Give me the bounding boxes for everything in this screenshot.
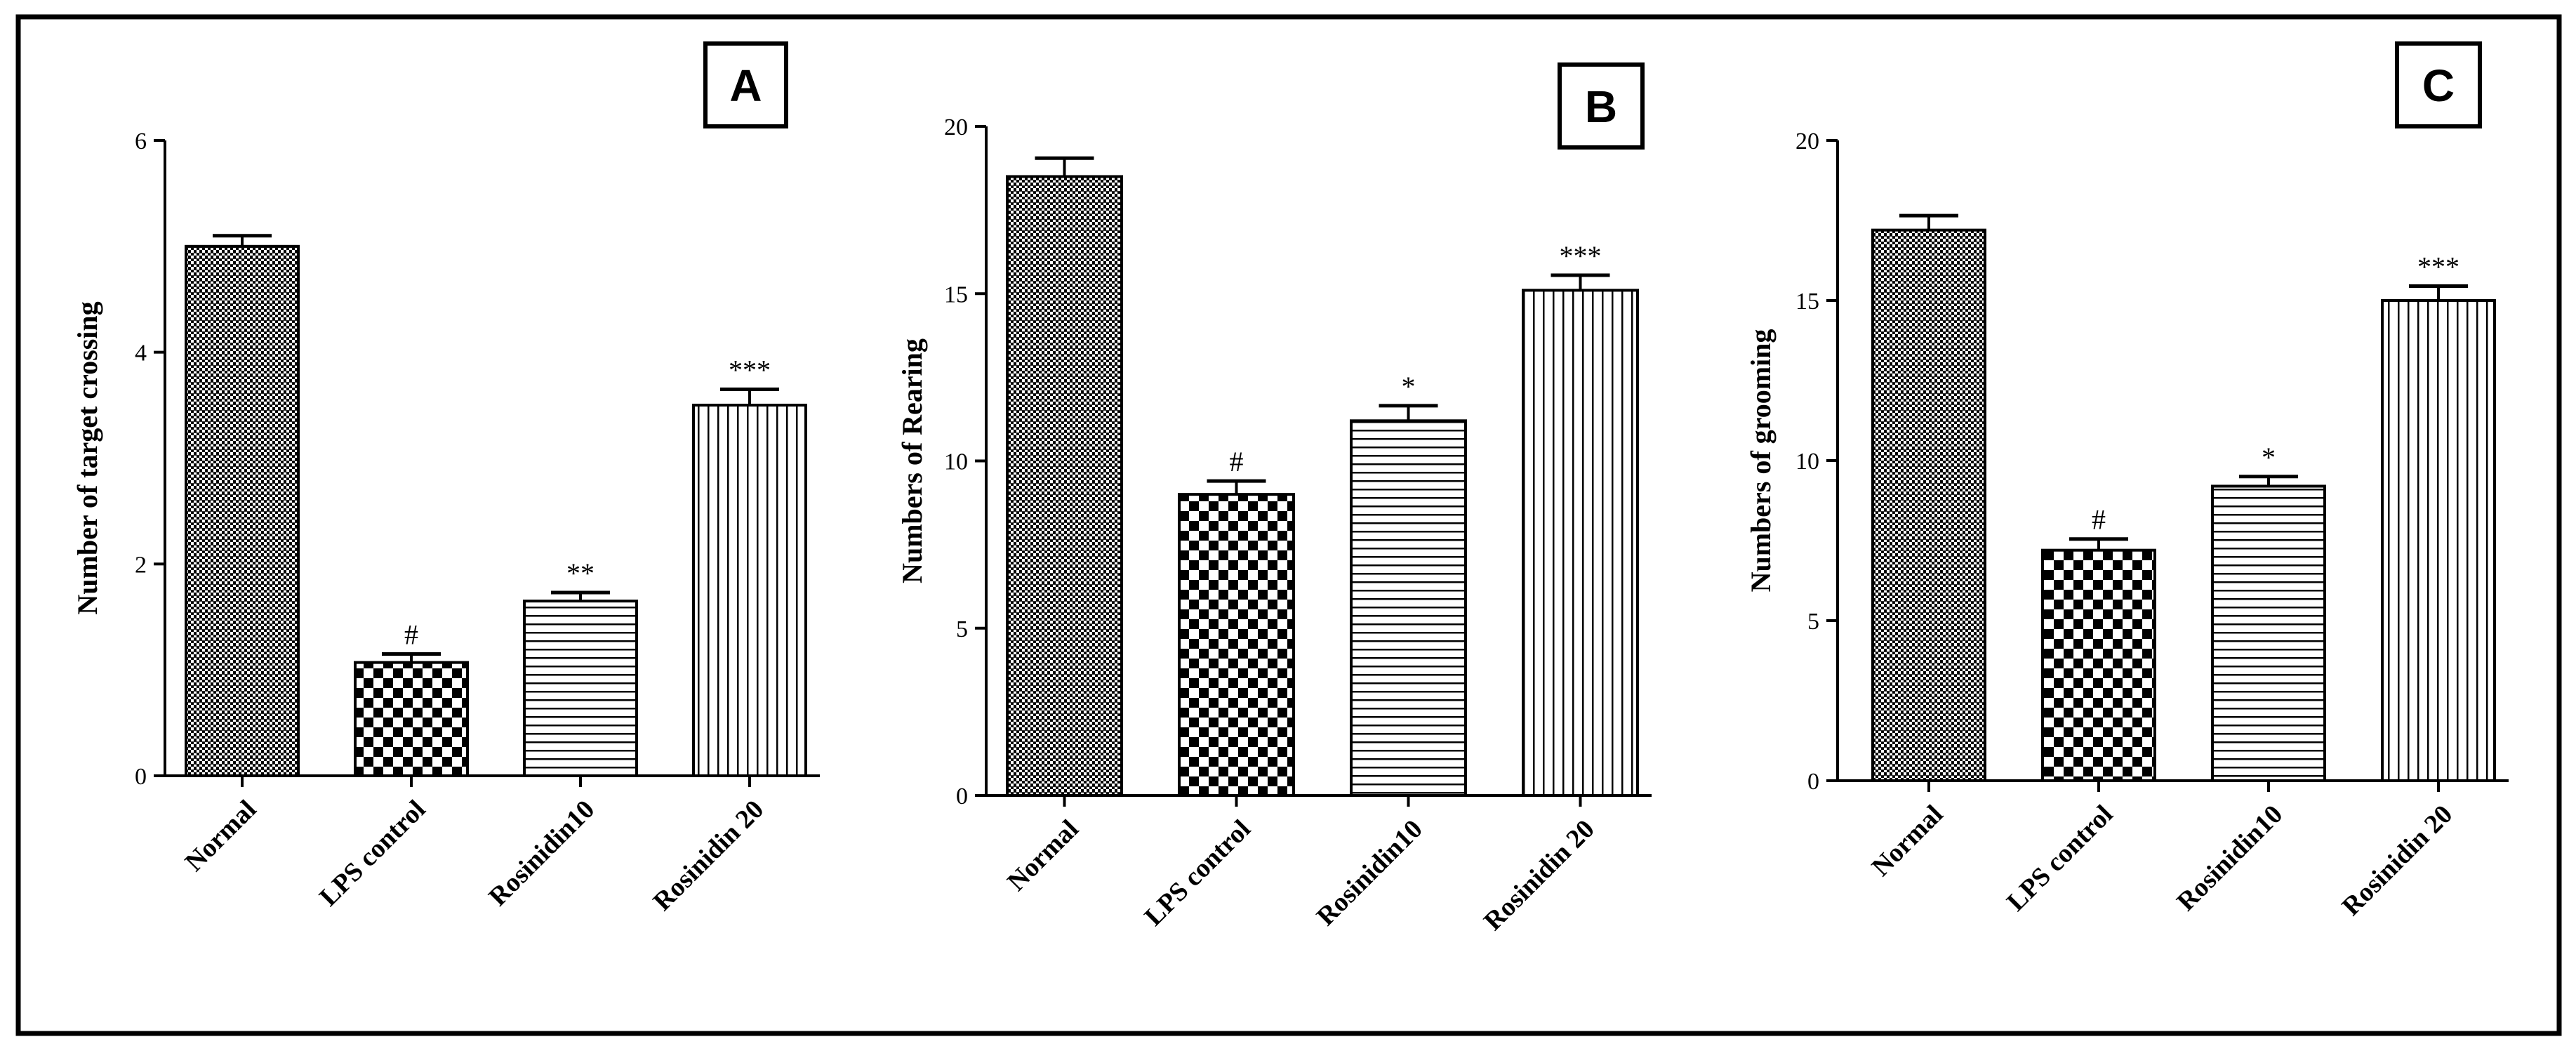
bar <box>1006 175 1123 798</box>
y-tick-label: 2 <box>135 552 147 578</box>
category-label: Rosinidin 20 <box>2337 800 2459 922</box>
category-label: LPS control <box>2001 800 2118 917</box>
y-tick-label: 6 <box>135 128 147 154</box>
significance-label: *** <box>2417 251 2459 282</box>
bar <box>354 661 469 777</box>
bar <box>2041 548 2156 782</box>
figure-border <box>15 14 2562 1036</box>
category-label: Rosinidin10 <box>2171 800 2288 917</box>
panel-letter: A <box>729 60 762 111</box>
significance-label: # <box>1230 446 1244 477</box>
category-label: Rosinidin10 <box>1311 814 1428 932</box>
panel-a: 0 2 4 6 Number of target crossing Normal # LPS … <box>72 41 820 917</box>
bar <box>2211 484 2326 782</box>
category-label: Rosinidin 20 <box>648 795 770 917</box>
y-tick-label: 10 <box>944 449 968 475</box>
bar <box>185 244 300 778</box>
category-label: Normal <box>1866 800 1949 883</box>
category-label: LPS control <box>1139 814 1256 932</box>
y-tick-label: 0 <box>956 784 968 809</box>
category-label: Normal <box>180 795 263 878</box>
bar <box>2381 299 2496 782</box>
y-tick-label: 0 <box>135 764 147 790</box>
y-tick-label: 5 <box>956 616 968 642</box>
category-label: LPS control <box>314 795 431 912</box>
bar <box>692 404 807 777</box>
significance-label: * <box>1402 371 1416 402</box>
panel-letter: C <box>2422 60 2455 111</box>
significance-label: # <box>2092 504 2106 536</box>
bar <box>523 600 638 777</box>
bar <box>1871 228 1986 782</box>
significance-label: # <box>404 619 418 651</box>
y-axis-title: Numbers of grooming <box>1745 329 1777 593</box>
significance-label: *** <box>729 354 771 385</box>
y-tick-label: 15 <box>1795 289 1819 315</box>
bar <box>1350 419 1467 797</box>
y-tick-label: 15 <box>944 282 968 308</box>
y-tick-label: 10 <box>1795 449 1819 475</box>
significance-label: * <box>2262 442 2276 473</box>
panel-letter-box <box>703 41 788 128</box>
category-label: Rosinidin 20 <box>1478 814 1600 937</box>
bar <box>1178 493 1295 798</box>
y-tick-label: 5 <box>1807 609 1819 635</box>
panel-c: 0 5 10 15 20 Numbers of grooming Normal # LPS co… <box>1745 41 2509 922</box>
y-tick-label: 20 <box>944 114 968 140</box>
panel-letter-box <box>2395 41 2482 128</box>
panel-letter: B <box>1585 81 1617 132</box>
significance-label: *** <box>1560 240 1602 272</box>
panel-letter-box <box>1558 62 1645 150</box>
category-label: Normal <box>1002 814 1084 897</box>
y-axis-title: Number of target crossing <box>72 301 103 614</box>
significance-label: ** <box>566 557 595 589</box>
y-tick-label: 0 <box>1807 769 1819 795</box>
bar <box>1522 289 1639 797</box>
category-label: Rosinidin10 <box>483 795 600 912</box>
y-tick-label: 20 <box>1795 128 1819 154</box>
y-tick-label: 4 <box>135 341 147 366</box>
panel-b: 0 5 10 15 20 Numbers of Rearing Normal # LPS con… <box>896 62 1652 937</box>
y-axis-title: Numbers of Rearing <box>896 338 928 583</box>
